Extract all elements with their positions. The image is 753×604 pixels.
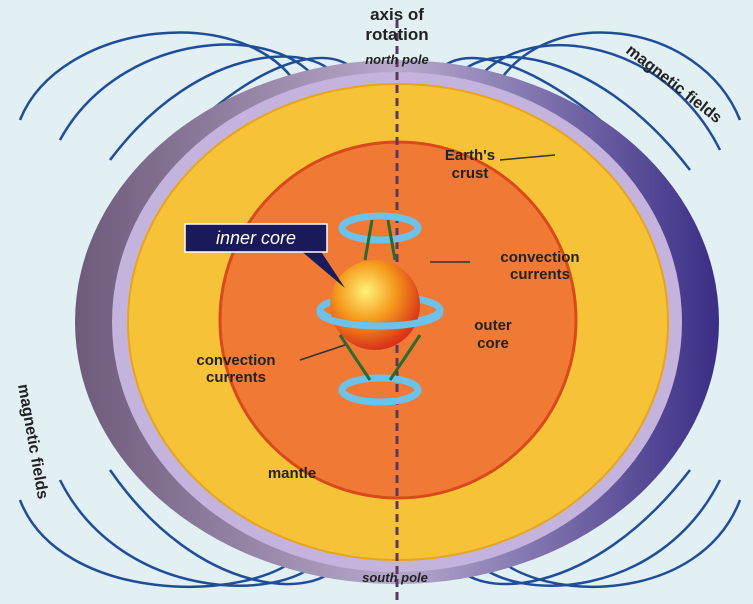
- crust-label: Earth's: [445, 147, 495, 164]
- axis-label: axis of: [370, 5, 424, 24]
- north-pole-label: north pole: [365, 52, 429, 67]
- crust-label: crust: [452, 165, 489, 182]
- flow-arrows: [338, 219, 422, 381]
- convection-arrow: [316, 311, 444, 330]
- leader-lines: [299, 154, 556, 361]
- convection-label: currents: [206, 369, 266, 386]
- convection-label: convection: [500, 249, 579, 266]
- convection-label: convection: [196, 352, 275, 369]
- axis-label: rotation: [365, 25, 428, 44]
- mantle-label: mantle: [268, 465, 316, 482]
- outer-core-label: outer: [474, 317, 512, 334]
- outer-core-label: core: [477, 335, 509, 352]
- inner-core-label-box: [184, 223, 328, 253]
- inner-core: [330, 260, 420, 350]
- convection-arrow: [338, 374, 422, 406]
- convection-arrow: [338, 212, 422, 244]
- label-pointer: [300, 250, 345, 288]
- inner-core-label: inner core: [216, 228, 296, 248]
- south-pole-label: south pole: [362, 570, 428, 585]
- convection-label: currents: [510, 266, 570, 283]
